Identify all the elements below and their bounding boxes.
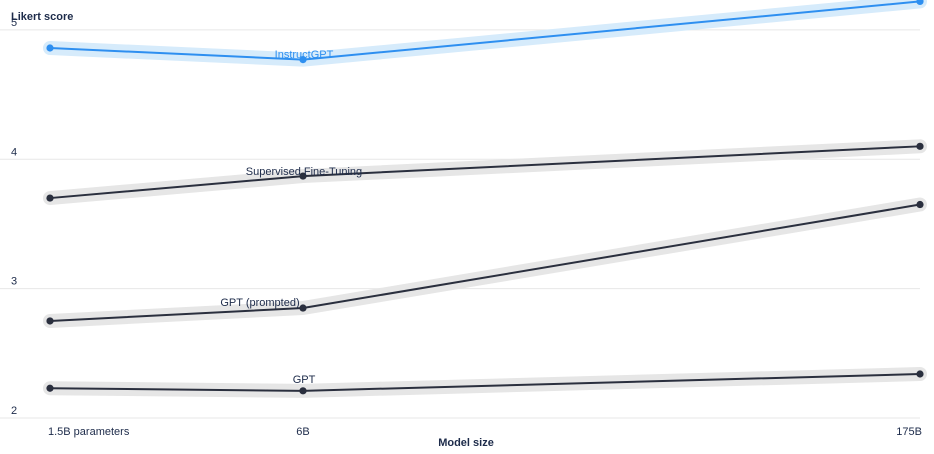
series-label-1: Supervised Fine-Tuning (246, 166, 362, 178)
series-lines (43, 0, 927, 398)
series-band-3 (43, 367, 927, 398)
y-tick-label-3: 3 (11, 276, 17, 288)
series-2-point-0 (46, 317, 54, 325)
y-axis-ticks: 2 3 4 5 (11, 17, 17, 417)
series-band-2 (43, 197, 927, 328)
y-axis-title: Likert score (11, 11, 73, 23)
y-tick-label-4: 4 (11, 146, 17, 158)
x-tick-label-0: 1.5B parameters (48, 426, 130, 438)
x-tick-label-1: 6B (296, 426, 309, 438)
series-0-point-1 (299, 56, 307, 64)
series-3-point-2 (916, 370, 924, 378)
gridlines (0, 29, 920, 419)
series-label-2: GPT (prompted) (220, 297, 299, 309)
series-1-point-0 (46, 194, 54, 202)
series-0-point-2 (916, 0, 924, 6)
x-axis-ticks: 1.5B parameters 6B 175B (48, 426, 922, 438)
x-axis-title: Model size (438, 437, 494, 449)
series-labels: InstructGPT Supervised Fine-Tuning GPT (pr… (220, 49, 362, 386)
series-2-point-2 (916, 200, 924, 209)
series-0-point-0 (46, 44, 54, 52)
series-3-point-0 (46, 384, 54, 392)
series-band-0 (43, 0, 927, 67)
series-2-point-1 (299, 304, 307, 312)
series-1-point-2 (916, 142, 924, 150)
series-label-3: GPT (293, 374, 316, 386)
series-band-1 (43, 139, 927, 206)
series-label-0: InstructGPT (275, 49, 334, 61)
series-1-point-1 (299, 172, 307, 180)
y-tick-label-5: 5 (11, 17, 17, 29)
y-tick-label-2: 2 (11, 405, 17, 417)
x-tick-label-2: 175B (896, 426, 922, 438)
series-3-point-1 (299, 387, 307, 395)
